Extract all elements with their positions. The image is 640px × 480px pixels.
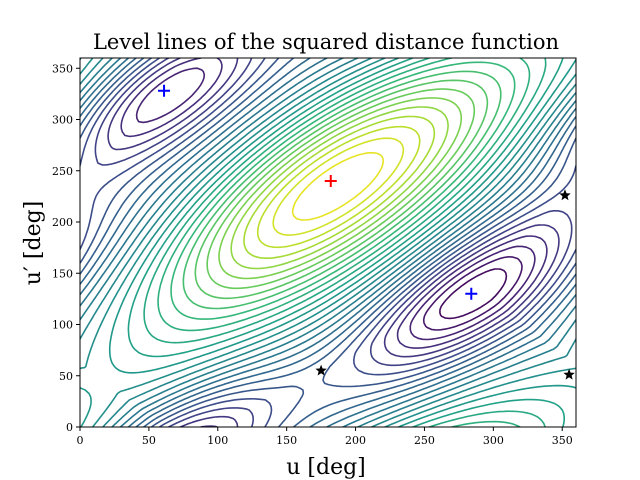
contour-level-line xyxy=(80,58,576,427)
x-axis-label: u [deg] xyxy=(286,455,366,480)
x-axis-ticks: 0 50 100 150 200 250 300 350 xyxy=(77,427,573,447)
y-tick-label: 200 xyxy=(52,216,73,229)
plot-frame xyxy=(79,57,577,428)
contour-level-line xyxy=(182,70,502,310)
contour-level-line xyxy=(422,256,523,331)
contour-level-line xyxy=(170,61,516,320)
x-tick-label: 200 xyxy=(345,434,366,447)
critical-point-markers xyxy=(158,84,575,380)
x-tick-label: 100 xyxy=(207,434,228,447)
contour-level-line xyxy=(80,58,576,427)
contour-level-line xyxy=(107,58,560,427)
contour-lines xyxy=(80,58,576,427)
contour-level-line xyxy=(194,79,489,300)
y-tick-label: 100 xyxy=(52,319,73,332)
saddle-star-marker xyxy=(559,189,571,201)
contour-level-line xyxy=(243,115,436,259)
x-tick-label: 50 xyxy=(142,434,156,447)
x-tick-label: 250 xyxy=(414,434,435,447)
contour-level-line xyxy=(135,67,536,341)
chart-title: Level lines of the squared distance func… xyxy=(93,30,559,54)
y-tick-label: 150 xyxy=(52,267,73,280)
x-tick-label: 0 xyxy=(77,434,84,447)
contour-level-line xyxy=(230,106,449,270)
minimum-plus-marker xyxy=(158,84,171,97)
contour-level-line xyxy=(218,97,463,280)
y-tick-label: 350 xyxy=(52,62,73,75)
y-axis-ticks: 0 50 100 150 200 250 300 350 xyxy=(52,62,80,434)
saddle-star-marker xyxy=(563,368,575,380)
x-tick-label: 150 xyxy=(276,434,297,447)
y-tick-label: 300 xyxy=(52,114,73,127)
contour-level-line xyxy=(80,58,576,427)
x-tick-label: 350 xyxy=(552,434,573,447)
y-axis-label: u′ [deg] xyxy=(21,201,46,286)
minimum-plus-marker xyxy=(465,287,478,300)
contour-level-line xyxy=(80,58,576,427)
y-tick-label: 0 xyxy=(66,421,73,434)
contour-level-line xyxy=(256,125,421,249)
contour-level-line xyxy=(80,58,576,427)
contour-level-line xyxy=(272,137,405,236)
contour-level-line xyxy=(206,88,476,290)
saddle-star-marker xyxy=(315,364,327,376)
contour-level-line xyxy=(80,58,576,427)
y-tick-label: 50 xyxy=(59,370,73,383)
contour-level-line xyxy=(80,58,576,427)
contour-level-line xyxy=(439,268,508,320)
maximum-plus-marker xyxy=(324,175,337,187)
y-tick-label: 250 xyxy=(52,165,73,178)
x-tick-label: 300 xyxy=(483,434,504,447)
contour-level-line xyxy=(291,151,384,221)
